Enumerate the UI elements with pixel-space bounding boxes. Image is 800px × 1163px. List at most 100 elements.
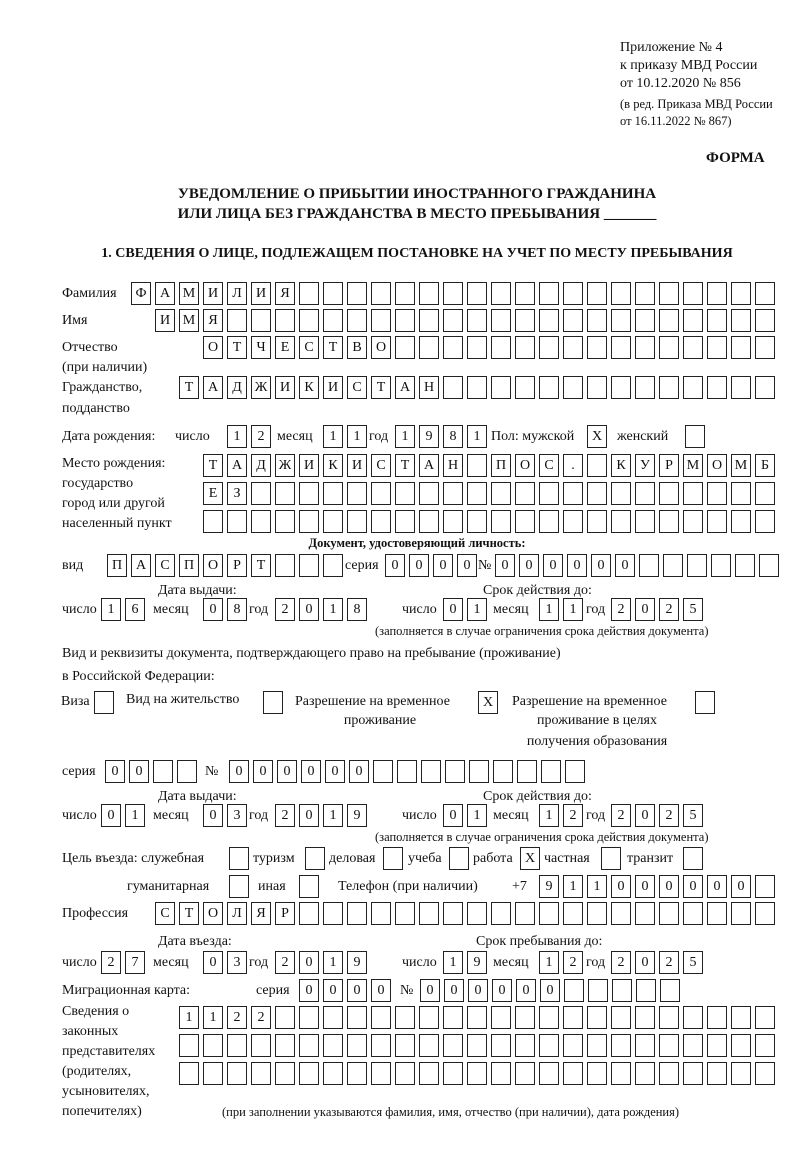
char-cell[interactable]: 3 [227,951,247,974]
char-cell[interactable] [395,902,415,925]
char-cell[interactable] [611,1062,631,1085]
char-cell[interactable] [731,510,751,533]
char-cell[interactable]: 1 [467,425,487,448]
char-cell[interactable]: 1 [587,875,607,898]
char-cell[interactable]: М [683,454,703,477]
char-cell[interactable]: 0 [516,979,536,1002]
char-cell[interactable]: О [203,902,223,925]
char-cell[interactable] [587,1034,607,1057]
char-cell[interactable]: П [491,454,511,477]
checkbox-cell[interactable]: X [478,691,498,714]
char-cell[interactable] [660,979,680,1002]
char-cell[interactable]: 0 [299,951,319,974]
char-cell[interactable]: 2 [659,598,679,621]
char-cell[interactable] [419,282,439,305]
char-cell[interactable]: О [707,454,727,477]
char-cell[interactable] [731,482,751,505]
checkbox-cell[interactable] [305,847,325,870]
purpose-tourism-checkbox[interactable] [305,847,326,870]
char-cell[interactable]: 0 [635,804,655,827]
char-cell[interactable] [323,282,343,305]
char-cell[interactable]: 0 [299,979,319,1002]
char-cell[interactable] [635,309,655,332]
char-cell[interactable]: А [227,454,247,477]
char-cell[interactable] [711,554,731,577]
checkbox-cell[interactable]: X [520,847,540,870]
char-cell[interactable]: О [203,336,223,359]
char-cell[interactable] [539,1034,559,1057]
char-cell[interactable] [467,510,487,533]
char-cell[interactable] [611,510,631,533]
char-cell[interactable]: 0 [543,554,563,577]
char-cell[interactable] [467,1062,487,1085]
char-cell[interactable]: Я [251,902,271,925]
char-cell[interactable]: Д [227,376,247,399]
char-cell[interactable]: 5 [683,804,703,827]
char-cell[interactable] [611,309,631,332]
char-cell[interactable] [611,1006,631,1029]
checkbox-cell[interactable] [383,847,403,870]
char-cell[interactable] [755,510,775,533]
char-cell[interactable] [491,309,511,332]
char-cell[interactable] [611,336,631,359]
char-cell[interactable]: 2 [275,951,295,974]
char-cell[interactable] [299,510,319,533]
char-cell[interactable]: 0 [301,760,321,783]
char-cell[interactable]: 9 [347,804,367,827]
char-cell[interactable] [347,1006,367,1029]
char-cell[interactable]: И [275,376,295,399]
char-cell[interactable]: Т [323,336,343,359]
char-cell[interactable]: 1 [347,425,367,448]
char-cell[interactable]: 0 [444,979,464,1002]
char-cell[interactable]: Е [275,336,295,359]
char-cell[interactable] [275,1062,295,1085]
char-cell[interactable]: 1 [539,804,559,827]
char-cell[interactable]: 2 [611,598,631,621]
char-cell[interactable]: К [299,376,319,399]
checkbox-cell[interactable] [685,425,705,448]
char-cell[interactable]: А [419,454,439,477]
char-cell[interactable]: И [347,454,367,477]
char-cell[interactable] [635,376,655,399]
char-cell[interactable] [299,309,319,332]
char-cell[interactable] [563,376,583,399]
char-cell[interactable] [587,1006,607,1029]
char-cell[interactable] [323,1062,343,1085]
char-cell[interactable] [397,760,417,783]
char-cell[interactable] [755,376,775,399]
char-cell[interactable] [467,1034,487,1057]
char-cell[interactable] [755,902,775,925]
char-cell[interactable]: И [299,454,319,477]
char-cell[interactable] [371,282,391,305]
char-cell[interactable] [467,282,487,305]
char-cell[interactable] [299,902,319,925]
char-cell[interactable] [347,902,367,925]
char-cell[interactable] [227,1034,247,1057]
char-cell[interactable]: 0 [519,554,539,577]
char-cell[interactable]: 1 [203,1006,223,1029]
char-cell[interactable] [755,309,775,332]
char-cell[interactable]: 1 [467,804,487,827]
char-cell[interactable] [611,482,631,505]
char-cell[interactable]: Д [251,454,271,477]
char-cell[interactable] [515,336,535,359]
char-cell[interactable] [395,336,415,359]
char-cell[interactable] [323,482,343,505]
char-cell[interactable]: 0 [203,598,223,621]
char-cell[interactable]: 0 [129,760,149,783]
char-cell[interactable]: 0 [567,554,587,577]
char-cell[interactable] [539,482,559,505]
char-cell[interactable] [755,1034,775,1057]
char-cell[interactable]: 2 [659,951,679,974]
char-cell[interactable] [395,309,415,332]
char-cell[interactable]: 1 [227,425,247,448]
char-cell[interactable] [323,902,343,925]
char-cell[interactable] [587,282,607,305]
